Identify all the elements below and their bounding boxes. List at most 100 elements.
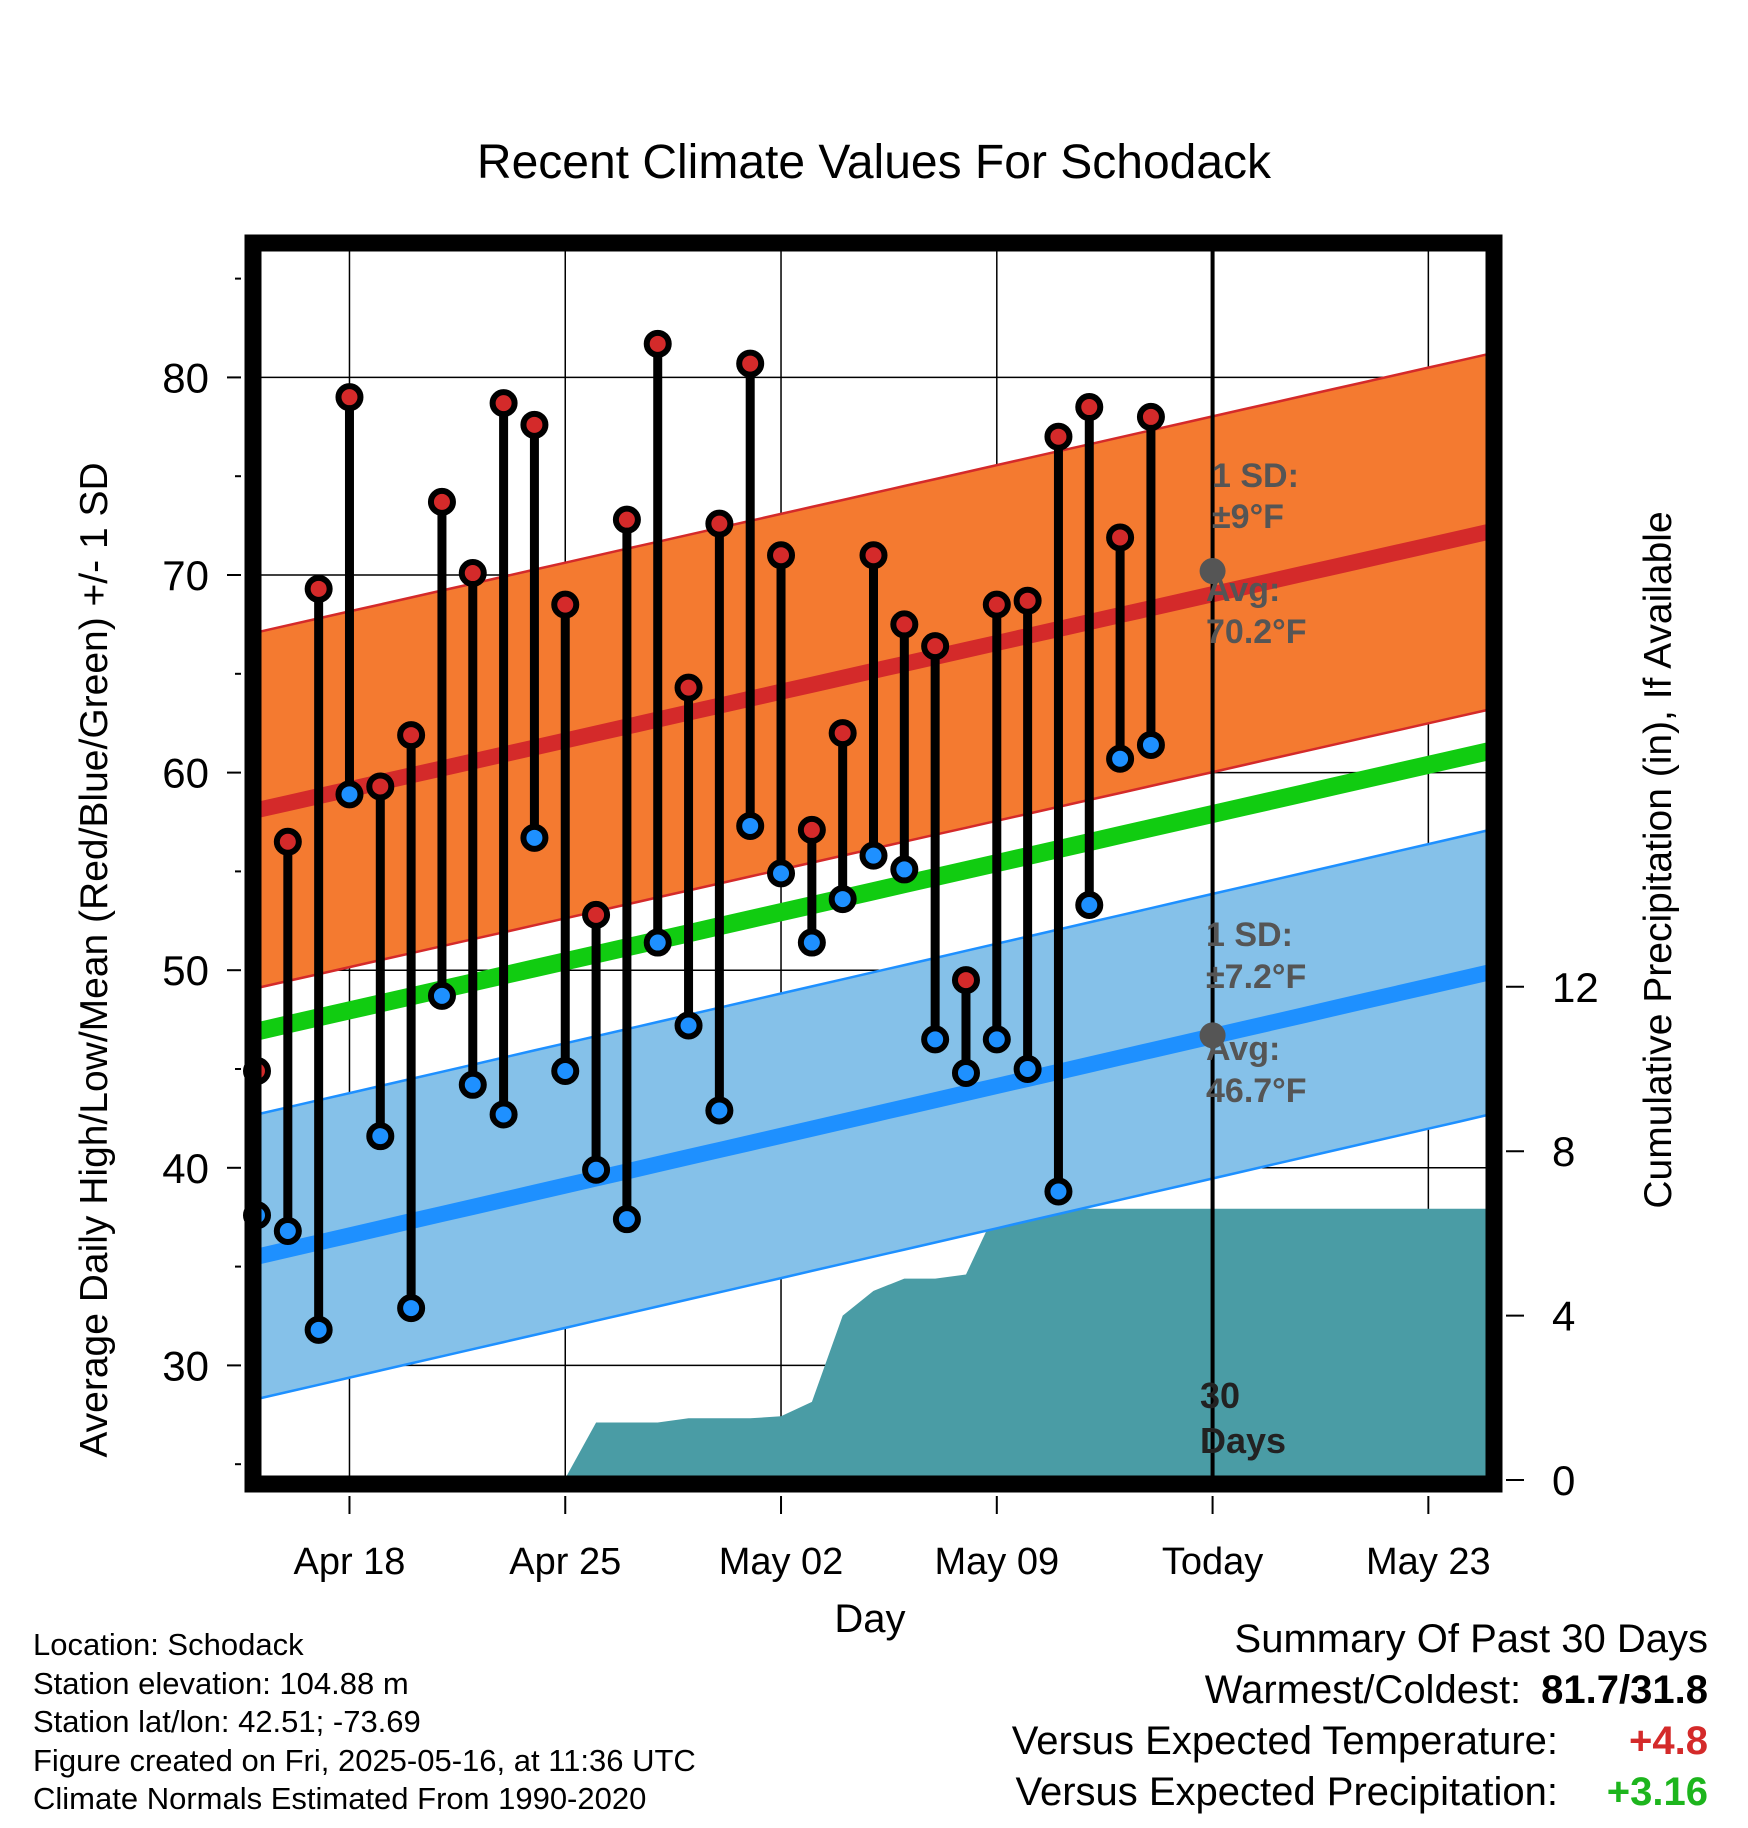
daily-high-marker <box>921 632 950 661</box>
summary-warmest-row: Warmest/Coldest: 81.7/31.8 <box>1012 1665 1708 1716</box>
station-info: Location: Schodack Station elevation: 10… <box>33 1626 696 1819</box>
x-axis-tick-label: May 09 <box>934 1541 1059 1583</box>
summary-panel: Summary Of Past 30 Days Warmest/Coldest:… <box>1012 1614 1708 1818</box>
y2-axis-tick-label: 0 <box>1552 1457 1575 1504</box>
created-text: Figure created on Fri, 2025-05-16, at 11… <box>33 1742 696 1778</box>
summary-temp-row: Versus Expected Temperature: +4.8 <box>1012 1716 1708 1767</box>
daily-high-marker <box>273 827 302 856</box>
warmest-label: Warmest/Coldest: <box>1204 1668 1522 1712</box>
daily-low-marker <box>1136 730 1165 759</box>
x-axis-tick-label: May 23 <box>1366 1541 1491 1583</box>
daily-low-marker <box>736 811 765 840</box>
summary-title: Summary Of Past 30 Days <box>1234 1617 1708 1661</box>
daily-high-marker <box>828 719 857 748</box>
daily-low-marker <box>520 823 549 852</box>
warmest-value: 81.7/31.8 <box>1541 1668 1708 1712</box>
daily-low-marker <box>767 859 796 888</box>
daily-high-marker <box>951 966 980 995</box>
daily-high-marker <box>335 383 364 412</box>
high-sd-value: ±9°F <box>1212 498 1284 536</box>
daily-low-marker <box>489 1100 518 1129</box>
daily-high-marker <box>366 772 395 801</box>
y2-axis-tick-label: 8 <box>1552 1128 1575 1175</box>
daily-low-marker <box>304 1315 333 1344</box>
low-sd-label: 1 SD: <box>1206 916 1293 954</box>
x-axis-tick-label: Apr 25 <box>509 1541 621 1583</box>
daily-low-marker <box>674 1011 703 1040</box>
daily-high-marker <box>1013 586 1042 615</box>
daily-high-marker <box>520 410 549 439</box>
daily-low-marker <box>705 1096 734 1125</box>
plot-frame <box>244 234 1503 1493</box>
daily-high-marker <box>612 505 641 534</box>
x-axis-label: Day <box>834 1597 905 1641</box>
daily-low-marker <box>397 1294 426 1323</box>
daily-low-marker <box>582 1155 611 1184</box>
daily-low-marker <box>458 1070 487 1099</box>
low-sd-upper-line <box>256 828 1491 1116</box>
daily-low-marker <box>643 928 672 957</box>
high-sd-label: 1 SD: <box>1212 457 1299 495</box>
latlon-text: Station lat/lon: 42.51; -73.69 <box>33 1704 421 1739</box>
daily-low-marker <box>890 855 919 884</box>
location-text: Location: Schodack <box>33 1627 304 1662</box>
y-axis-tick-label: 30 <box>162 1342 209 1389</box>
days-count-label: 30 <box>1200 1375 1240 1416</box>
x-axis-tick-label: May 02 <box>719 1541 844 1583</box>
daily-high-marker <box>1106 523 1135 552</box>
y-axis-tick-label: 60 <box>162 750 209 797</box>
daily-low-marker <box>1044 1177 1073 1206</box>
y2-axis-tick-label: 12 <box>1552 964 1599 1011</box>
daily-high-marker <box>859 541 888 570</box>
daily-high-marker <box>489 389 518 418</box>
normal-low-line <box>255 964 1492 1265</box>
y-axis-label: Average Daily High/Low/Mean (Red/Blue/Gr… <box>73 462 116 1457</box>
daily-high-marker <box>458 559 487 588</box>
daily-high-marker <box>1136 402 1165 431</box>
daily-high-marker <box>1075 393 1104 422</box>
daily-high-marker <box>397 721 426 750</box>
normals-text: Climate Normals Estimated From 1990-2020 <box>33 1781 647 1816</box>
y2-axis-tick-label: 4 <box>1552 1293 1575 1340</box>
summary-precip-row: Versus Expected Precipitation: +3.16 <box>1012 1767 1708 1818</box>
x-axis-tick-label: Today <box>1162 1541 1263 1583</box>
low-sd-value: ±7.2°F <box>1206 958 1306 996</box>
daily-low-marker <box>859 841 888 870</box>
low-sd-lower-line <box>256 1113 1491 1401</box>
daily-low-marker <box>951 1058 980 1087</box>
y-axis-tick-label: 80 <box>162 354 209 401</box>
daily-high-marker <box>736 349 765 378</box>
daily-high-marker <box>551 590 580 619</box>
daily-high-marker <box>643 329 672 358</box>
y2-axis-label: Cumulative Precipitation (in), If Availa… <box>1637 511 1680 1208</box>
y-axis-tick-label: 40 <box>162 1145 209 1192</box>
days-word-label: Days <box>1200 1420 1286 1461</box>
daily-high-marker <box>674 673 703 702</box>
precip-value: +3.16 <box>1606 1770 1708 1814</box>
daily-high-marker <box>982 590 1011 619</box>
daily-low-marker <box>335 780 364 809</box>
low-avg-value: 46.7°F <box>1206 1072 1307 1110</box>
daily-low-marker <box>828 885 857 914</box>
y-axis-tick-label: 70 <box>162 552 209 599</box>
daily-high-marker <box>582 900 611 929</box>
chart-title: Recent Climate Values For Schodack <box>477 136 1272 189</box>
daily-low-marker <box>1013 1055 1042 1083</box>
daily-high-marker <box>767 541 796 570</box>
daily-high-marker <box>705 509 734 538</box>
today-high-avg-marker <box>1199 558 1226 585</box>
daily-low-marker <box>982 1025 1011 1054</box>
daily-low-marker <box>797 928 826 957</box>
temp-value: +4.8 <box>1629 1719 1708 1763</box>
daily-high-marker <box>304 574 333 603</box>
high-sd-upper-line <box>256 352 1491 634</box>
y-axis-tick-label: 50 <box>162 947 209 994</box>
daily-high-marker <box>427 487 456 516</box>
normal-mean-line <box>254 742 1492 1041</box>
precip-area <box>257 1208 1490 1480</box>
daily-low-marker <box>366 1122 395 1151</box>
today-low-avg-marker <box>1199 1022 1226 1049</box>
x-axis-tick-label: Apr 18 <box>293 1541 405 1583</box>
